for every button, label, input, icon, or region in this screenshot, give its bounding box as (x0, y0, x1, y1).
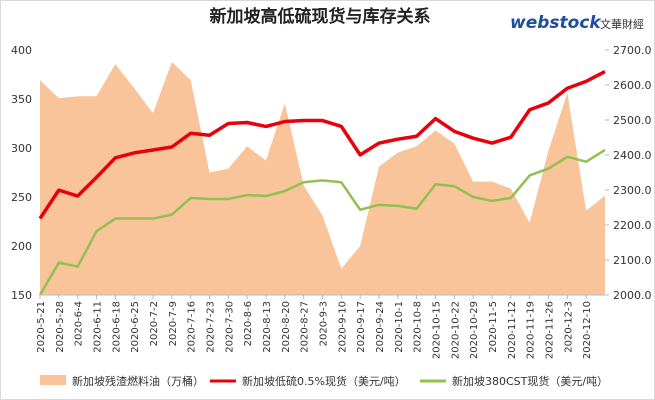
y2-tick-label: 2700.0 (613, 44, 652, 57)
x-tick-label: 2020-10-1 (394, 301, 405, 353)
logo-cn: 文華財經 (600, 17, 644, 31)
x-tick-label: 2020-5-21 (36, 301, 47, 353)
x-tick-label: 2020-10-29 (469, 301, 480, 359)
x-tick-label: 2020-11-5 (488, 301, 499, 353)
x-tick-label: 2020-9-24 (375, 301, 386, 353)
x-tick-label: 2020-10-15 (432, 301, 443, 359)
x-tick-label: 2020-8-20 (281, 301, 292, 353)
legend-label: 新加坡380CST现货（美元/吨） (452, 374, 608, 388)
x-tick-label: 2020-7-16 (187, 301, 198, 353)
y-tick-label: 150 (11, 289, 32, 302)
x-tick-label: 2020-8-27 (300, 301, 311, 353)
y2-tick-label: 2500.0 (613, 114, 652, 127)
y-tick-label: 200 (11, 240, 32, 253)
x-tick-label: 2020-9-3 (319, 301, 330, 346)
y2-tick-label: 2400.0 (613, 149, 652, 162)
y2-tick-label: 2100.0 (613, 254, 652, 267)
x-tick-label: 2020-11-12 (507, 301, 518, 359)
legend-swatch (40, 375, 66, 385)
x-tick-label: 2020-7-2 (149, 301, 160, 346)
logo: webstock (510, 13, 602, 33)
y-tick-label: 300 (11, 142, 32, 155)
y-tick-label: 400 (11, 44, 32, 57)
x-tick-label: 2020-9-17 (356, 301, 367, 353)
x-tick-label: 2020-8-13 (262, 301, 273, 353)
y-tick-label: 350 (11, 93, 32, 106)
y2-tick-label: 2300.0 (613, 184, 652, 197)
x-tick-label: 2020-7-23 (206, 301, 217, 353)
x-tick-label: 2020-7-9 (168, 301, 179, 346)
x-tick-label: 2020-7-30 (224, 301, 235, 353)
legend-label: 新加坡低硫0.5%现货（美元/吨） (242, 374, 406, 388)
x-tick-label: 2020-10-22 (450, 301, 461, 359)
y-tick-label: 250 (11, 191, 32, 204)
line (38, 70, 606, 220)
y2-tick-label: 2000.0 (613, 289, 652, 302)
x-tick-label: 2020-11-26 (545, 301, 556, 359)
x-tick-label: 2020-11-19 (526, 301, 537, 359)
x-tick-label: 2020-12-10 (582, 301, 593, 359)
x-tick-label: 2020-5-28 (55, 301, 66, 353)
y2-tick-label: 2600.0 (613, 79, 652, 92)
line (38, 148, 606, 296)
x-tick-label: 2020-6-4 (74, 301, 85, 346)
x-tick-label: 2020-6-11 (93, 301, 104, 353)
legend-label: 新加坡残渣燃料油（万桶） (72, 374, 204, 388)
x-tick-label: 2020-9-10 (337, 301, 348, 353)
x-tick-label: 2020-10-8 (413, 301, 424, 353)
x-tick-label: 2020-6-18 (111, 301, 122, 353)
x-tick-label: 2020-12-3 (563, 301, 574, 353)
x-tick-label: 2020-8-6 (243, 301, 254, 346)
chart-title: 新加坡高低硫现货与库存关系 (210, 6, 431, 27)
y2-tick-label: 2200.0 (613, 219, 652, 232)
x-tick-label: 2020-6-25 (130, 301, 141, 353)
area (40, 61, 605, 296)
